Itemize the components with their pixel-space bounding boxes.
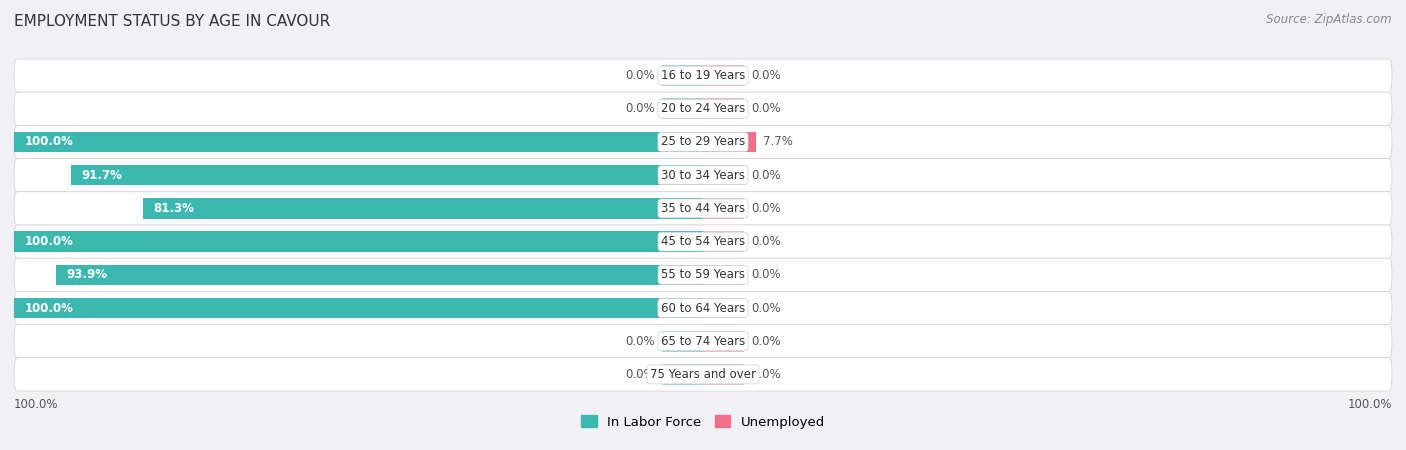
FancyBboxPatch shape bbox=[14, 324, 1392, 358]
Text: 0.0%: 0.0% bbox=[626, 368, 655, 381]
Text: Source: ZipAtlas.com: Source: ZipAtlas.com bbox=[1267, 14, 1392, 27]
Text: 0.0%: 0.0% bbox=[751, 69, 780, 82]
Text: 0.0%: 0.0% bbox=[751, 368, 780, 381]
Text: 100.0%: 100.0% bbox=[14, 398, 59, 411]
Bar bbox=[662, 65, 703, 86]
Bar bbox=[662, 364, 703, 385]
FancyBboxPatch shape bbox=[14, 225, 1392, 258]
Bar bbox=[703, 364, 744, 385]
Text: 35 to 44 Years: 35 to 44 Years bbox=[661, 202, 745, 215]
FancyBboxPatch shape bbox=[14, 192, 1392, 225]
Text: 0.0%: 0.0% bbox=[751, 102, 780, 115]
Bar bbox=[703, 331, 744, 351]
Text: 0.0%: 0.0% bbox=[751, 202, 780, 215]
Text: 25 to 29 Years: 25 to 29 Years bbox=[661, 135, 745, 148]
Bar bbox=[143, 198, 703, 219]
Text: 100.0%: 100.0% bbox=[24, 302, 73, 315]
Text: 100.0%: 100.0% bbox=[1347, 398, 1392, 411]
Text: 91.7%: 91.7% bbox=[82, 169, 122, 182]
Bar bbox=[662, 331, 703, 351]
FancyBboxPatch shape bbox=[14, 92, 1392, 126]
FancyBboxPatch shape bbox=[14, 358, 1392, 391]
Legend: In Labor Force, Unemployed: In Labor Force, Unemployed bbox=[575, 410, 831, 434]
Text: 0.0%: 0.0% bbox=[626, 102, 655, 115]
Bar bbox=[14, 298, 703, 318]
Bar bbox=[662, 99, 703, 119]
Bar bbox=[703, 265, 744, 285]
Text: 75 Years and over: 75 Years and over bbox=[650, 368, 756, 381]
Text: 93.9%: 93.9% bbox=[66, 268, 107, 281]
Text: 30 to 34 Years: 30 to 34 Years bbox=[661, 169, 745, 182]
Bar bbox=[703, 99, 744, 119]
Bar bbox=[703, 231, 744, 252]
Text: 0.0%: 0.0% bbox=[751, 169, 780, 182]
Text: 55 to 59 Years: 55 to 59 Years bbox=[661, 268, 745, 281]
Text: 81.3%: 81.3% bbox=[153, 202, 194, 215]
Text: 0.0%: 0.0% bbox=[626, 69, 655, 82]
Text: 16 to 19 Years: 16 to 19 Years bbox=[661, 69, 745, 82]
Bar bbox=[703, 198, 744, 219]
FancyBboxPatch shape bbox=[14, 292, 1392, 324]
FancyBboxPatch shape bbox=[14, 59, 1392, 92]
Text: 0.0%: 0.0% bbox=[751, 235, 780, 248]
Bar bbox=[14, 132, 703, 152]
Text: 0.0%: 0.0% bbox=[751, 268, 780, 281]
Bar bbox=[703, 65, 744, 86]
Bar bbox=[703, 165, 744, 185]
Bar bbox=[72, 165, 703, 185]
Text: 100.0%: 100.0% bbox=[24, 235, 73, 248]
Text: 100.0%: 100.0% bbox=[24, 135, 73, 148]
Bar bbox=[703, 298, 744, 318]
FancyBboxPatch shape bbox=[14, 158, 1392, 192]
Text: 60 to 64 Years: 60 to 64 Years bbox=[661, 302, 745, 315]
FancyBboxPatch shape bbox=[14, 126, 1392, 158]
Bar bbox=[14, 231, 703, 252]
Text: 45 to 54 Years: 45 to 54 Years bbox=[661, 235, 745, 248]
Text: 0.0%: 0.0% bbox=[626, 335, 655, 348]
Bar bbox=[703, 132, 756, 152]
Text: 65 to 74 Years: 65 to 74 Years bbox=[661, 335, 745, 348]
Text: 0.0%: 0.0% bbox=[751, 335, 780, 348]
Text: EMPLOYMENT STATUS BY AGE IN CAVOUR: EMPLOYMENT STATUS BY AGE IN CAVOUR bbox=[14, 14, 330, 28]
Text: 20 to 24 Years: 20 to 24 Years bbox=[661, 102, 745, 115]
Text: 0.0%: 0.0% bbox=[751, 302, 780, 315]
FancyBboxPatch shape bbox=[14, 258, 1392, 292]
Bar bbox=[56, 265, 703, 285]
Text: 7.7%: 7.7% bbox=[763, 135, 793, 148]
